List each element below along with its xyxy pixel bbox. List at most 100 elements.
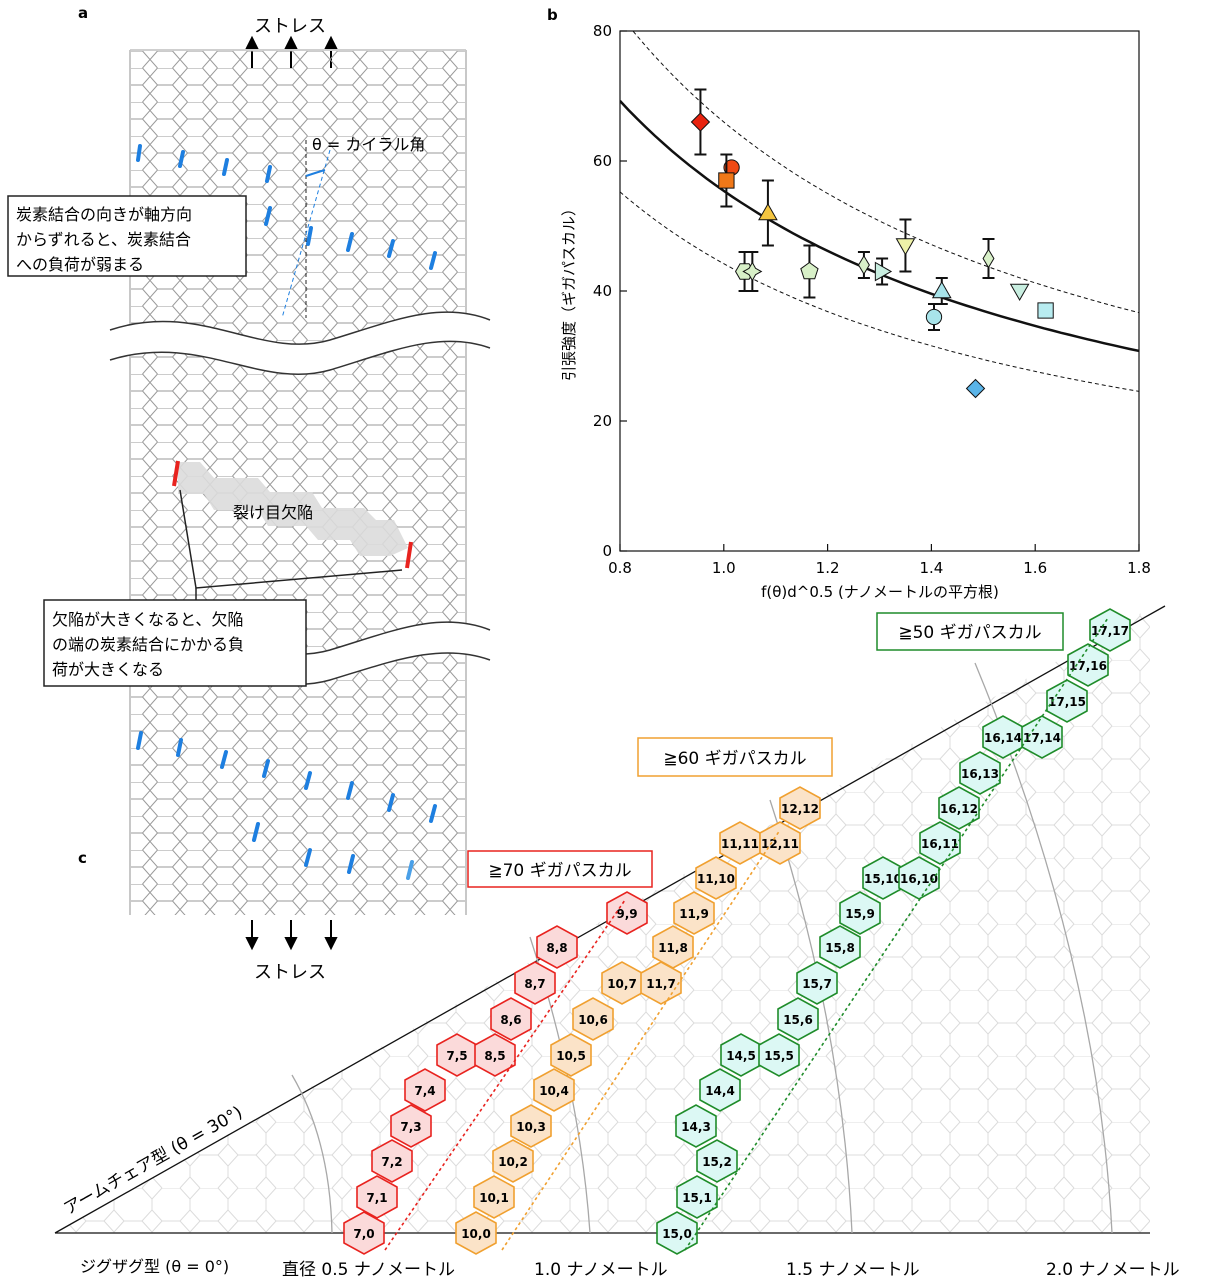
data-point	[857, 251, 870, 279]
marker	[800, 261, 819, 280]
chirality-hex	[675, 1104, 717, 1148]
y-tick-label: 60	[593, 152, 612, 170]
chirality-hex	[779, 786, 821, 830]
chirality-hex	[777, 997, 819, 1041]
iso-diameter-line	[684, 617, 1109, 1251]
chirality-hex	[514, 961, 556, 1005]
defect-edge-bond-left	[172, 460, 180, 487]
panel-a-label: a	[78, 4, 88, 22]
note-box-bond-direction: 炭素結合の向きが軸方向 からずれると、炭素結合 への負荷が弱まる	[7, 195, 247, 277]
note-box-defect: 欠陥が大きくなると、欠陥 の端の炭素結合にかかる負 荷が大きくなる	[43, 599, 307, 687]
chirality-index: 10,7	[607, 977, 637, 991]
chirality-hex	[898, 856, 940, 900]
note2-line1: 欠陥が大きくなると、欠陥	[52, 610, 243, 629]
chirality-hex	[492, 1139, 534, 1183]
marker	[718, 172, 735, 189]
chirality-hex	[676, 1175, 718, 1219]
threshold-box-60: ≧60 ギガパスカル	[637, 737, 833, 777]
x-tick-label: 1.8	[1127, 559, 1151, 577]
diameter-label-1.0: 1.0 ナノメートル	[534, 1260, 668, 1280]
marker	[1009, 283, 1030, 302]
data-point	[874, 257, 893, 286]
note1-line2: からずれると、炭素結合	[16, 230, 191, 249]
data-point	[758, 179, 778, 247]
chirality-index: 7,2	[381, 1155, 402, 1169]
threshold-box-70: ≧70 ギガパスカル	[467, 850, 653, 888]
tube-break-upper	[109, 311, 491, 375]
chirality-hex	[839, 891, 881, 935]
chirality-hex	[699, 1068, 741, 1112]
chirality-index: 12,12	[781, 802, 819, 816]
panel-b-label: b	[547, 6, 558, 24]
marker	[742, 261, 763, 282]
chiral-direction-line	[281, 149, 331, 319]
x-tick-label: 1.4	[919, 559, 943, 577]
x-axis-label: f(θ)d^0.5 (ナノメートルの平方根)	[761, 583, 999, 601]
fit-curve-main	[620, 100, 1139, 353]
chirality-hex	[673, 891, 715, 935]
marker	[925, 308, 943, 326]
data-point	[718, 153, 735, 208]
chirality-index: 15,8	[825, 941, 855, 955]
chirality-hex	[796, 961, 838, 1005]
chirality-index: 16,12	[940, 802, 978, 816]
marker	[982, 248, 995, 269]
chirality-index: 7,0	[353, 1227, 374, 1241]
chirality-hex	[550, 1033, 592, 1077]
x-tick-label: 0.8	[608, 559, 632, 577]
chirality-hex	[390, 1104, 432, 1148]
chirality-index: 14,3	[681, 1120, 711, 1134]
marker	[857, 255, 870, 275]
data-point	[925, 303, 943, 331]
axial-bonds-lower	[136, 731, 437, 880]
chirality-index: 16,10	[900, 872, 938, 886]
chirality-hex	[695, 856, 737, 900]
chiral-map-background	[55, 608, 1150, 1233]
chirality-index: 14,4	[705, 1084, 735, 1098]
marker	[895, 238, 916, 256]
chiral-angle-arc	[305, 169, 326, 177]
marker	[874, 261, 893, 282]
red-group-70gpa: 7,0 7,1 7,2 7,3 7,4 7,5 8,5 8,6 8,7 8,8 9,9	[343, 891, 648, 1255]
chirality-index: 15,6	[783, 1013, 813, 1027]
chirality-hex	[959, 751, 1001, 795]
chirality-index: 10,5	[556, 1049, 586, 1063]
marker	[690, 112, 711, 132]
chirality-index: 15,0	[662, 1227, 692, 1241]
chirality-hex	[404, 1068, 446, 1112]
chirality-index: 17,17	[1091, 624, 1129, 638]
chirality-index: 16,14	[984, 731, 1022, 745]
note2-line2: の端の炭素結合にかかる負	[52, 635, 244, 654]
defect-pointer-lines	[179, 489, 403, 600]
chirality-index: 10,2	[498, 1155, 528, 1169]
zigzag-label: ジグザグ型 (θ = 0°)	[80, 1257, 229, 1276]
chirality-index: 10,6	[578, 1013, 608, 1027]
marker	[1037, 302, 1054, 319]
data-point	[1037, 302, 1054, 319]
x-axis-ticks: 0.8 1.0 1.2 1.4 1.6 1.8	[608, 544, 1151, 577]
chirality-index: 7,5	[446, 1049, 467, 1063]
chirality-index: 7,1	[366, 1191, 387, 1205]
defect-label: 裂け目欠陥	[233, 503, 313, 522]
y-tick-label: 40	[593, 282, 612, 300]
stress-arrows-bottom	[245, 920, 338, 951]
diameter-label-1.5: 1.5 ナノメートル	[786, 1260, 920, 1280]
chirality-hex	[572, 997, 614, 1041]
panel-a: a ストレス	[7, 4, 491, 983]
plot-frame	[619, 30, 1140, 552]
note1-line1: 炭素結合の向きが軸方向	[16, 205, 192, 224]
chirality-index: 8,8	[546, 941, 567, 955]
threshold-box-50: ≧50 ギガパスカル	[876, 612, 1064, 651]
panel-c: c 7,07,17,27,37,47,5 8,58,68,78,89,910,01…	[54, 605, 1180, 1280]
fit-curve-bound	[632, 31, 1139, 314]
chirality-index: 15,5	[764, 1049, 794, 1063]
chirality-hexes: 7,07,17,27,37,47,5 8,58,68,78,89,910,010,…	[343, 608, 1131, 1255]
chirality-index: 11,10	[697, 872, 735, 886]
chirality-index: 15,7	[802, 977, 832, 991]
fit-curves	[620, 31, 1139, 392]
chirality-hex	[510, 1104, 552, 1148]
diameter-label-2.0: 2.0 ナノメートル	[1046, 1260, 1180, 1280]
y-tick-label: 20	[593, 412, 612, 430]
chirality-index: 10,3	[516, 1120, 546, 1134]
chirality-index: 12,11	[761, 837, 799, 851]
